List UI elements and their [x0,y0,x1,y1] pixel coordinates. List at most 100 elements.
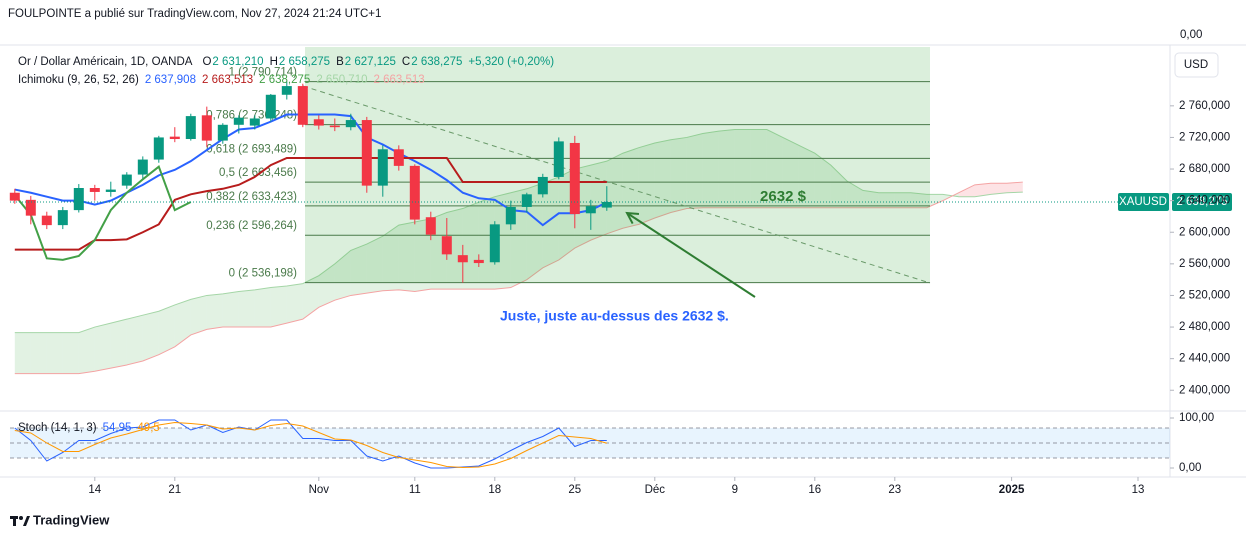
x-tick-label: Nov [309,484,330,496]
cloud-segment [814,153,831,208]
level-annotation: 2632 $ [760,188,807,205]
y-tick-label: 2 640,000 [1179,195,1230,207]
cloud-segment [110,319,127,369]
cloud-segment [334,250,351,301]
ohlc-key: B [336,56,344,68]
cloud-segment [78,327,95,374]
y-tick-label: 2 680,000 [1179,163,1230,175]
legend-row: Stoch (14, 1, 3) 54,95 49,5 [18,422,160,434]
candle-body [393,149,404,166]
fib-label: 0,382 (2 633,423) [206,191,297,203]
candle-body [313,119,324,126]
cloud-segment [286,283,303,324]
cloud-segment [606,153,623,234]
cloud-segment [190,295,207,335]
candle-body [329,125,340,128]
cloud-segment [878,192,895,208]
stoch-k-line [14,419,607,469]
ohlc-value: 2 658,275 [279,56,330,68]
cloud-segment [366,236,383,294]
x-tick-label: 13 [1132,484,1145,496]
currency-label[interactable]: USD [1184,59,1208,71]
x-tick-label: 21 [168,484,181,496]
cloud-segment [718,129,735,208]
candle-body [441,236,452,255]
cloud-segment [734,129,751,208]
cloud-segment [974,183,991,197]
candle-body [361,120,372,186]
fib-label: 1 (2 790,714) [229,67,298,79]
stoch-value: 49,5 [137,422,159,434]
cloud-segment [670,137,687,213]
cloud-segment [14,332,31,374]
brand-logo [10,516,30,526]
cloud-segment [222,291,239,328]
indicator-value: 2 650,710 [316,74,367,86]
fib-label: 0,5 (2 663,456) [219,167,297,179]
cloud-segment [254,287,271,328]
ohlc-key: C [402,56,410,68]
brand-name: TradingView [33,512,110,527]
x-tick-label: 11 [409,484,421,496]
x-tick-label: 18 [488,484,501,496]
candle-body [249,118,260,126]
cloud-segment [302,275,319,320]
cloud-segment [926,194,943,208]
cloud-segment [766,129,783,208]
cloud-segment [206,293,223,330]
legend-row: Or / Dollar Américain, 1D, OANDA O2 631,2… [18,56,554,68]
cloud-segment [542,176,559,268]
cloud-segment [590,161,607,241]
symbol-badge [1118,193,1169,212]
cloud-segment [622,147,639,229]
cloud-segment [478,196,495,290]
cloud-span-a [14,129,1023,334]
candle-body [217,124,228,141]
ohlc-key: O [202,56,211,68]
cloud-segment [638,142,655,225]
cloud-segment [142,311,159,362]
fib-label: 0,618 (2 693,489) [206,143,297,155]
candle-body [473,259,484,264]
trend-line [302,85,931,284]
candle-body [9,192,20,201]
candle-body [233,117,244,125]
cloud-segment [526,183,543,280]
stoch-y-tick-label: 0,00 [1179,462,1201,474]
cloud-segment [126,315,143,365]
kijun-line [14,156,607,251]
chart-title: Or / Dollar Américain, 1D, OANDA [18,56,193,68]
stoch-y-tick-label: 100,00 [1179,412,1214,424]
y-tick-label: 2 760,000 [1179,100,1230,112]
symbol-label: XAUUSD [1119,196,1167,208]
cloud-segment [46,332,63,374]
candle-body [537,176,548,195]
y-tick-label: 2 560,000 [1179,258,1230,270]
cloud-segment [654,139,671,219]
cloud-segment [30,332,47,374]
cloud-segment [894,192,911,208]
cloud-segment [62,332,79,374]
x-tick-label: 16 [808,484,821,496]
cloud-segment [750,129,767,208]
candle-body [265,94,276,119]
candle-body [121,174,132,186]
cloud-segment [990,183,1007,195]
x-tick-label: Déc [645,484,666,496]
logo-slash [23,516,30,526]
cloud-segment [446,208,463,290]
change-label: +5,320 (+0,20%) [468,56,554,68]
candle-body [505,206,516,225]
candle-body [409,165,420,220]
cloud-segment [830,165,847,208]
cloud-segment [158,304,175,355]
cloud-segment [782,137,799,208]
candle-body [281,86,292,95]
candle-body [377,149,388,186]
candle-body [345,120,356,128]
cloud-segment [702,131,719,208]
currency-button[interactable] [1174,52,1219,78]
logo-dot [19,516,23,520]
x-tick-label: 25 [568,484,581,496]
